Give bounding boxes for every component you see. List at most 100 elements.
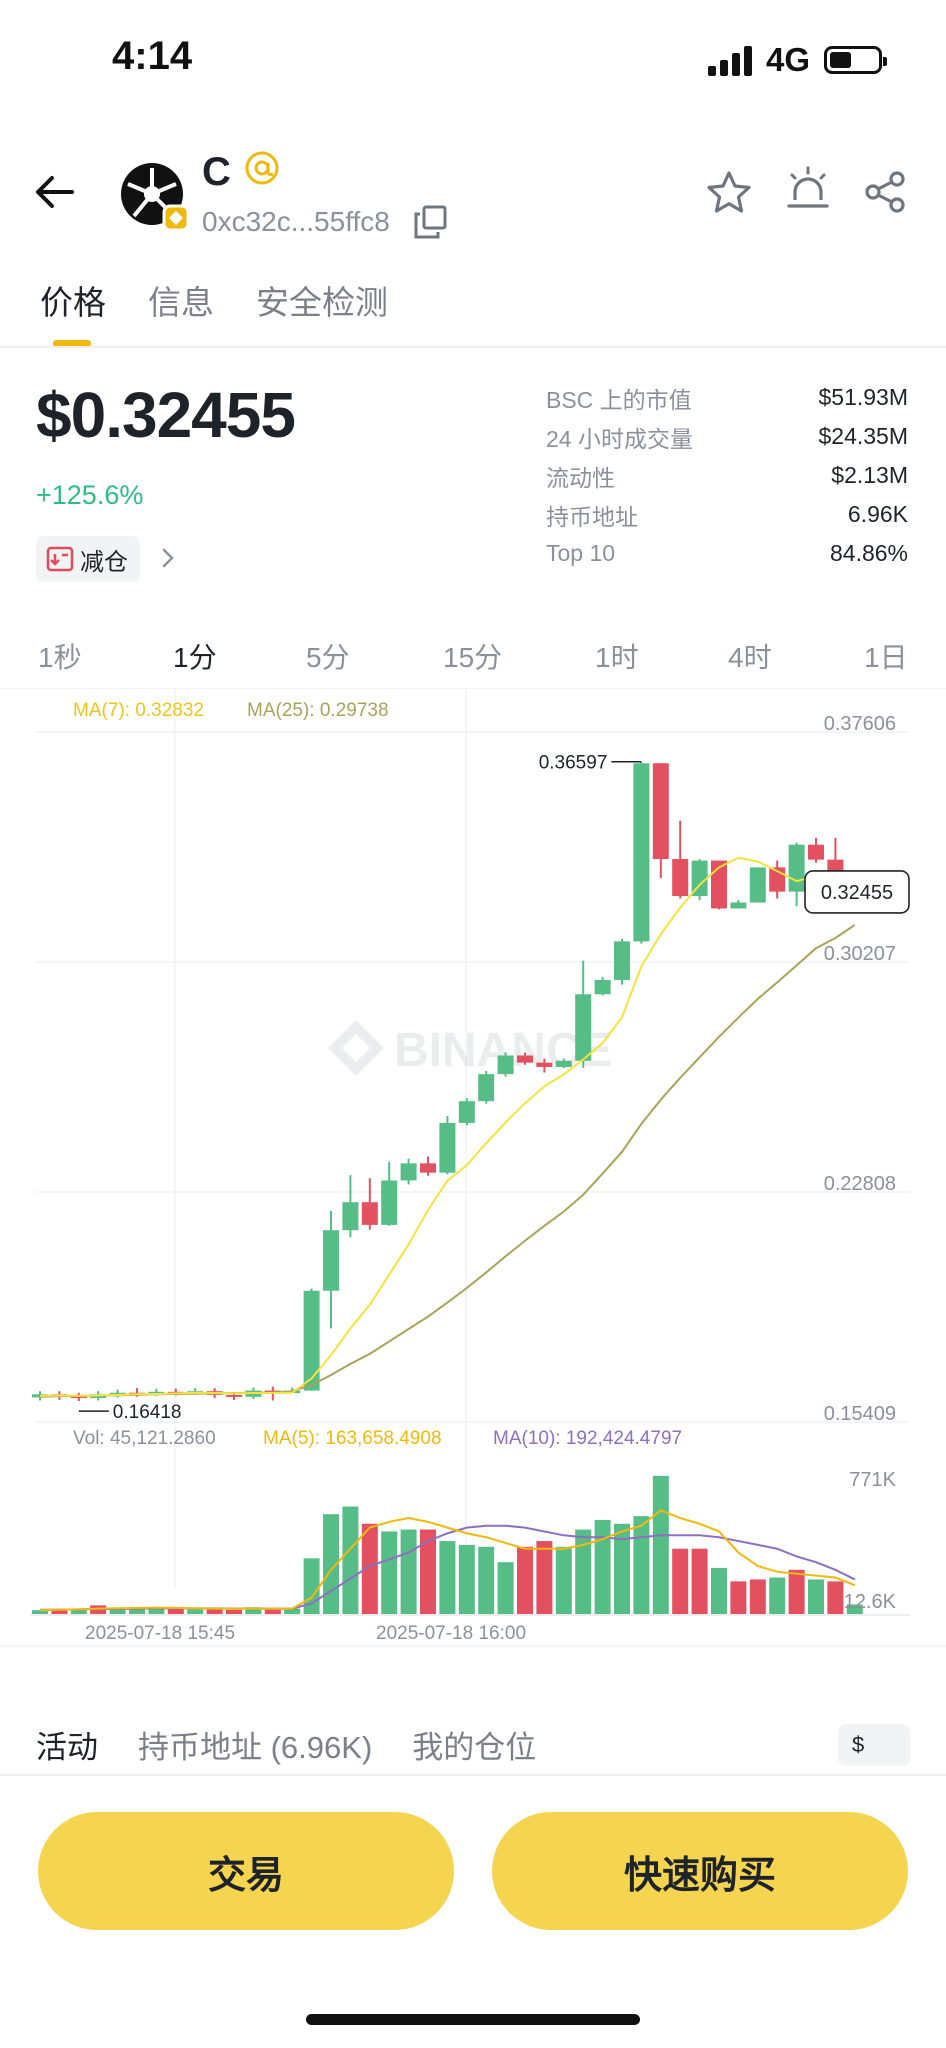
token-logo-icon[interactable] xyxy=(120,162,194,236)
volume-ma5-line xyxy=(39,1509,856,1612)
price-chart[interactable]: MA(7): 0.32832 MA(25): 0.29738 BINANCE 0… xyxy=(0,688,946,1648)
candle-body xyxy=(749,867,766,903)
activity-divider xyxy=(0,1774,946,1776)
home-indicator[interactable] xyxy=(306,2014,640,2025)
tab-info[interactable]: 信息 xyxy=(148,284,214,321)
interval-1d[interactable]: 1日 xyxy=(864,642,908,673)
chart-bottom-divider xyxy=(0,1645,946,1647)
candle-body xyxy=(381,1180,398,1225)
stat-holders: 持币地址 6.96K xyxy=(546,495,908,534)
tab-holders[interactable]: 持币地址 (6.96K) xyxy=(138,1730,373,1765)
share-icon[interactable] xyxy=(864,170,908,214)
volume-bar xyxy=(206,1608,223,1614)
candlesticks xyxy=(32,761,863,1402)
star-icon[interactable] xyxy=(706,170,752,214)
ma7-line xyxy=(39,856,855,1397)
back-arrow-icon[interactable] xyxy=(34,174,74,210)
volume-ma5-legend: MA(5): 163,658.4908 xyxy=(263,1428,442,1449)
volume-bar xyxy=(458,1544,475,1614)
stat-label: 持币地址 xyxy=(546,503,638,530)
low-label: 0.16418 xyxy=(113,1402,182,1423)
current-price-label: 0.32455 xyxy=(821,882,893,904)
interval-4h[interactable]: 4时 xyxy=(728,642,772,673)
candle-body xyxy=(361,1202,378,1225)
volume-bar xyxy=(129,1608,145,1614)
price-alert-icon[interactable] xyxy=(786,166,830,214)
price-tick-label: 0.30207 xyxy=(824,943,896,965)
candle-body xyxy=(323,1230,339,1291)
interval-1h[interactable]: 1时 xyxy=(595,642,639,673)
tab-activity[interactable]: 活动 xyxy=(36,1730,98,1765)
candle-body xyxy=(575,994,592,1061)
token-stats: BSC 上的市值 $51.93M 24 小时成交量 $24.35M 流动性 $2.13… xyxy=(546,378,908,573)
volume-bar xyxy=(652,1475,669,1614)
tab-my-position[interactable]: 我的仓位 xyxy=(412,1730,537,1765)
volume-bar xyxy=(167,1608,184,1614)
interval-5m[interactable]: 5分 xyxy=(306,642,350,673)
tab-price[interactable]: 价格 xyxy=(40,284,106,321)
volume-min-label: 12.6K xyxy=(844,1591,897,1613)
currency-toggle[interactable]: $ xyxy=(838,1724,910,1766)
volume-bar xyxy=(808,1579,824,1614)
volume-bar xyxy=(420,1529,436,1614)
quick-buy-button[interactable]: 快速购买 xyxy=(492,1812,908,1930)
reduce-position-button[interactable]: 减仓 xyxy=(36,536,140,582)
volume-bar xyxy=(614,1523,630,1614)
stat-value: $24.35M xyxy=(818,423,908,449)
volume-bar xyxy=(70,1609,87,1614)
low-marker: 0.16418 xyxy=(78,1402,182,1423)
price-tick-label: 0.37606 xyxy=(824,713,896,735)
signal-icon xyxy=(707,44,752,76)
stat-label: Top 10 xyxy=(546,540,616,566)
volume-bar xyxy=(187,1609,204,1614)
volume-bar xyxy=(711,1567,727,1614)
tab-security-check[interactable]: 安全检测 xyxy=(256,284,388,321)
tabs-divider xyxy=(0,346,946,348)
volume-bar xyxy=(381,1531,398,1614)
candle-body xyxy=(478,1074,495,1102)
volume-bar xyxy=(575,1529,592,1614)
at-icon[interactable] xyxy=(245,151,279,185)
candle-body xyxy=(672,859,689,897)
volume-bar xyxy=(245,1607,262,1614)
chevron-right-icon[interactable] xyxy=(158,546,178,570)
volume-bars xyxy=(30,1475,910,1616)
candle-body xyxy=(808,844,824,860)
candle-body xyxy=(226,1394,242,1397)
reduce-icon xyxy=(46,546,74,572)
candle-body xyxy=(711,860,727,909)
volume-bar xyxy=(264,1609,281,1614)
volume-bar xyxy=(788,1569,805,1614)
stat-value: $2.13M xyxy=(831,462,908,488)
stat-market-cap: BSC 上的市值 $51.93M xyxy=(546,378,908,417)
volume-bar xyxy=(478,1546,495,1614)
ma25-legend: MA(25): 0.29738 xyxy=(247,700,389,721)
candle-body xyxy=(555,1060,572,1067)
copy-icon[interactable] xyxy=(412,204,448,240)
time-label-1: 2025-07-18 15:45 xyxy=(85,1623,235,1644)
high-marker: 0.36597 xyxy=(539,753,642,774)
volume-bar xyxy=(846,1604,863,1614)
ma-lines xyxy=(39,856,856,1398)
interval-1s[interactable]: 1秒 xyxy=(38,642,82,673)
volume-bar xyxy=(284,1608,301,1614)
trade-button[interactable]: 交易 xyxy=(38,1812,454,1930)
candle-body xyxy=(420,1163,436,1173)
candle-body xyxy=(439,1122,456,1173)
volume-bar xyxy=(400,1529,417,1614)
volume-bar xyxy=(691,1548,708,1614)
candle-body xyxy=(148,1391,165,1394)
price-tick-label: 0.22808 xyxy=(824,1173,896,1195)
volume-bar xyxy=(672,1548,689,1614)
interval-1m[interactable]: 1分 xyxy=(173,642,217,673)
main-tabs: 价格 信息 安全检测 xyxy=(40,276,388,324)
volume-legend: Vol: 45,121.2860 xyxy=(73,1428,216,1449)
price-axis: 0.37606 0.30207 0.22808 0.15409 xyxy=(824,713,896,1425)
candle-body xyxy=(788,844,805,892)
stat-value: 6.96K xyxy=(847,501,908,527)
volume-ma10-legend: MA(10): 192,424.4797 xyxy=(493,1428,682,1449)
activity-tabs: 活动 持币地址 (6.96K) 我的仓位 xyxy=(36,1722,536,1767)
stat-label: BSC 上的市值 xyxy=(546,386,692,413)
interval-15m[interactable]: 15分 xyxy=(443,642,503,673)
volume-bar xyxy=(769,1577,786,1614)
